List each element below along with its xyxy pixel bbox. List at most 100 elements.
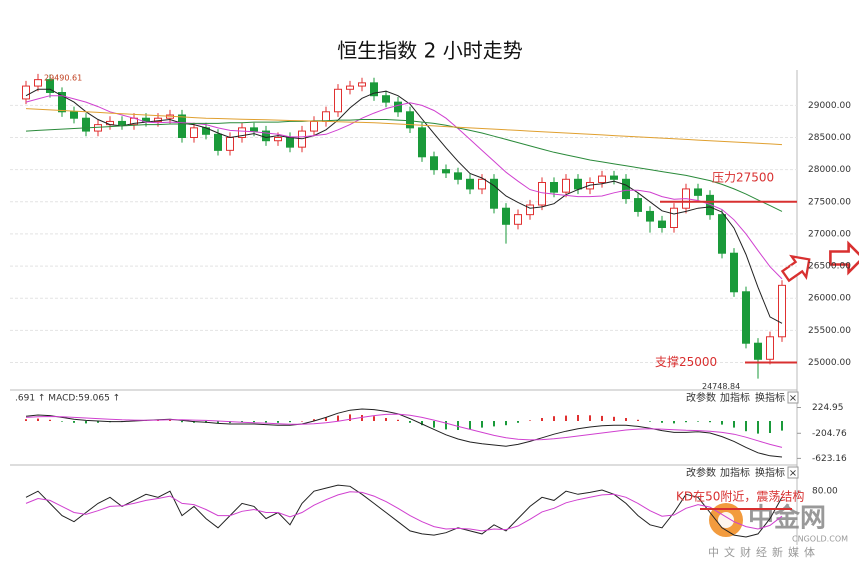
macd-bar [493,421,495,427]
y-tick-label: -204.76 [812,429,847,439]
candle-body [478,178,486,190]
candle-body [646,210,654,222]
macd-bar [553,416,555,421]
candle-body [730,252,738,293]
candle-body [118,120,126,126]
arrow [780,254,811,283]
macd-bar [745,421,747,432]
macd-bar [505,421,507,426]
close-button[interactable]: × [789,468,797,479]
y-tick-label: 25000.00 [808,358,851,368]
macd-bar [373,416,375,421]
line [25,491,783,532]
macd-bar [169,419,171,421]
candle-body [574,178,582,190]
macd-bar [433,421,435,428]
toolbar-button[interactable]: 换指标 [755,466,785,479]
line [25,119,783,212]
macd-bar [757,421,759,434]
y-tick-label: 80.00 [812,487,838,497]
macd-bar [589,415,591,421]
candle-body [442,169,450,174]
macd-bar [661,421,663,423]
annotation: 压力27500 [712,170,774,184]
candle-body [634,198,642,212]
macd-bar [445,421,447,430]
candle-body [70,111,78,119]
line [25,408,783,458]
macd-bar [457,421,459,430]
candle-body [238,127,246,138]
macd-bar [541,418,543,421]
close-box [787,391,799,404]
macd-bar [253,421,255,423]
line [25,95,783,280]
toolbar-button[interactable]: 换指标 [755,391,785,404]
y-tick-label: 28000.00 [808,165,851,175]
candle-body [514,214,522,225]
macd-bar [313,419,315,421]
low-label: 24748.84 [702,382,740,391]
candle-body [226,137,234,151]
macd-legend: .691 ↑ MACD:59.065 ↑ [15,394,120,404]
candle-body [742,291,750,344]
close-button[interactable]: × [789,393,797,404]
candle-body [46,79,54,94]
macd-bar [721,421,723,425]
toolbar-button[interactable]: 加指标 [720,391,750,404]
line [25,88,783,324]
macd-bar [577,415,579,421]
candle-body [94,124,102,132]
toolbar-button[interactable]: 改参数 [686,466,716,479]
macd-bar [181,421,183,423]
macd-bar [325,417,327,421]
candle-body [82,117,90,132]
candle-body [610,175,618,180]
macd-bar [601,415,603,421]
macd-bar [469,421,471,430]
macd-bar [349,414,351,421]
line [25,413,783,448]
candle-body [22,85,30,100]
candle-body [502,207,510,225]
candle-body [34,79,42,87]
candle-body [58,92,66,113]
macd-bar [217,421,219,424]
y-tick-label: 26500.00 [808,262,851,272]
macd-bar [409,421,411,423]
candle-body [142,117,150,122]
macd-bar [289,421,291,423]
macd-bar [421,421,423,426]
candle-body [394,101,402,113]
macd-bar [385,418,387,421]
candle-body [382,95,390,103]
macd-bar [637,419,639,421]
macd-bar [397,419,399,421]
watermark: 中金网 CNGOLD.COM 中文财经新媒体 [708,503,848,560]
line [25,484,783,538]
y-tick-label: 27500.00 [808,197,851,207]
macd-bar [37,418,39,421]
macd-bar [733,421,735,428]
macd-bar [97,421,99,423]
macd-bar [625,418,627,421]
macd-bar [337,415,339,421]
close-box [787,466,799,479]
candle-body [718,214,726,254]
candle-body [694,188,702,196]
candle-body [550,182,558,193]
candle-body [358,82,366,87]
candle-body [778,284,786,338]
toolbar-button[interactable]: 改参数 [686,391,716,404]
toolbar-button[interactable]: 加指标 [720,466,750,479]
macd-bar [697,421,699,422]
candle-body [406,111,414,129]
high-label: 29490.61 [44,73,82,82]
candle-body [466,178,474,190]
candle-body [658,220,666,228]
candle-body [190,127,198,138]
candle-body [310,120,318,132]
candle-body [250,127,258,132]
candle-body [562,178,570,193]
